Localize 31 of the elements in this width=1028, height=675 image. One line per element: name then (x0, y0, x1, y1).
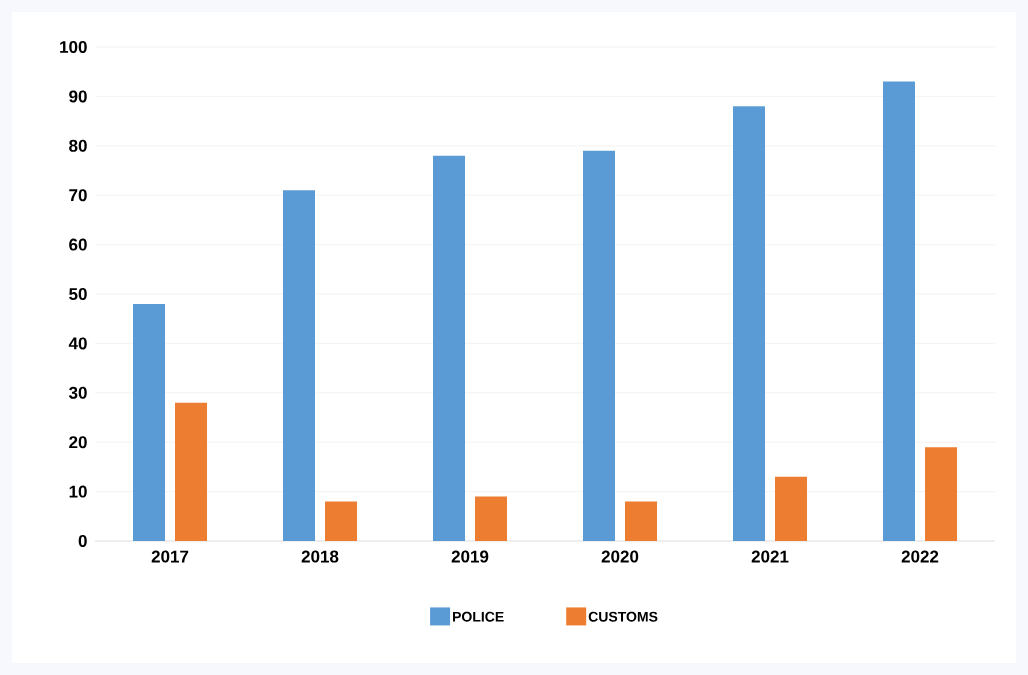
y-tick-label: 50 (69, 287, 87, 301)
y-tick-label: 10 (69, 485, 87, 498)
bar (775, 476, 808, 541)
legend-label: POLICE (453, 611, 504, 622)
y-tick-label: 70 (69, 189, 87, 202)
y-tick-label: 80 (69, 139, 87, 152)
y-tick-label: 0 (78, 534, 87, 548)
bar (733, 106, 766, 541)
bar (475, 496, 508, 541)
bar (433, 155, 466, 541)
x-tick-label: 2019 (451, 550, 489, 563)
bar (325, 501, 358, 541)
legend-label: CUSTOMS (588, 611, 658, 622)
y-tick-label: 60 (69, 238, 87, 251)
bar (175, 402, 207, 541)
x-tick-label: 2020 (601, 550, 639, 563)
x-tick-label: 2022 (901, 550, 939, 563)
x-tick-label: 2017 (151, 550, 189, 563)
y-tick-label: 20 (69, 436, 87, 449)
bar (133, 303, 165, 541)
bar (283, 190, 316, 541)
y-tick-label: 40 (68, 337, 87, 350)
x-tick-label: 2021 (751, 550, 789, 563)
bar (625, 501, 658, 541)
y-tick-label: 100 (60, 40, 87, 54)
x-tick-label: 2018 (301, 550, 339, 563)
y-tick-label: 30 (68, 386, 87, 399)
bar (883, 81, 916, 541)
bar (925, 447, 958, 541)
bar (583, 150, 616, 541)
y-tick-label: 90 (69, 90, 87, 103)
